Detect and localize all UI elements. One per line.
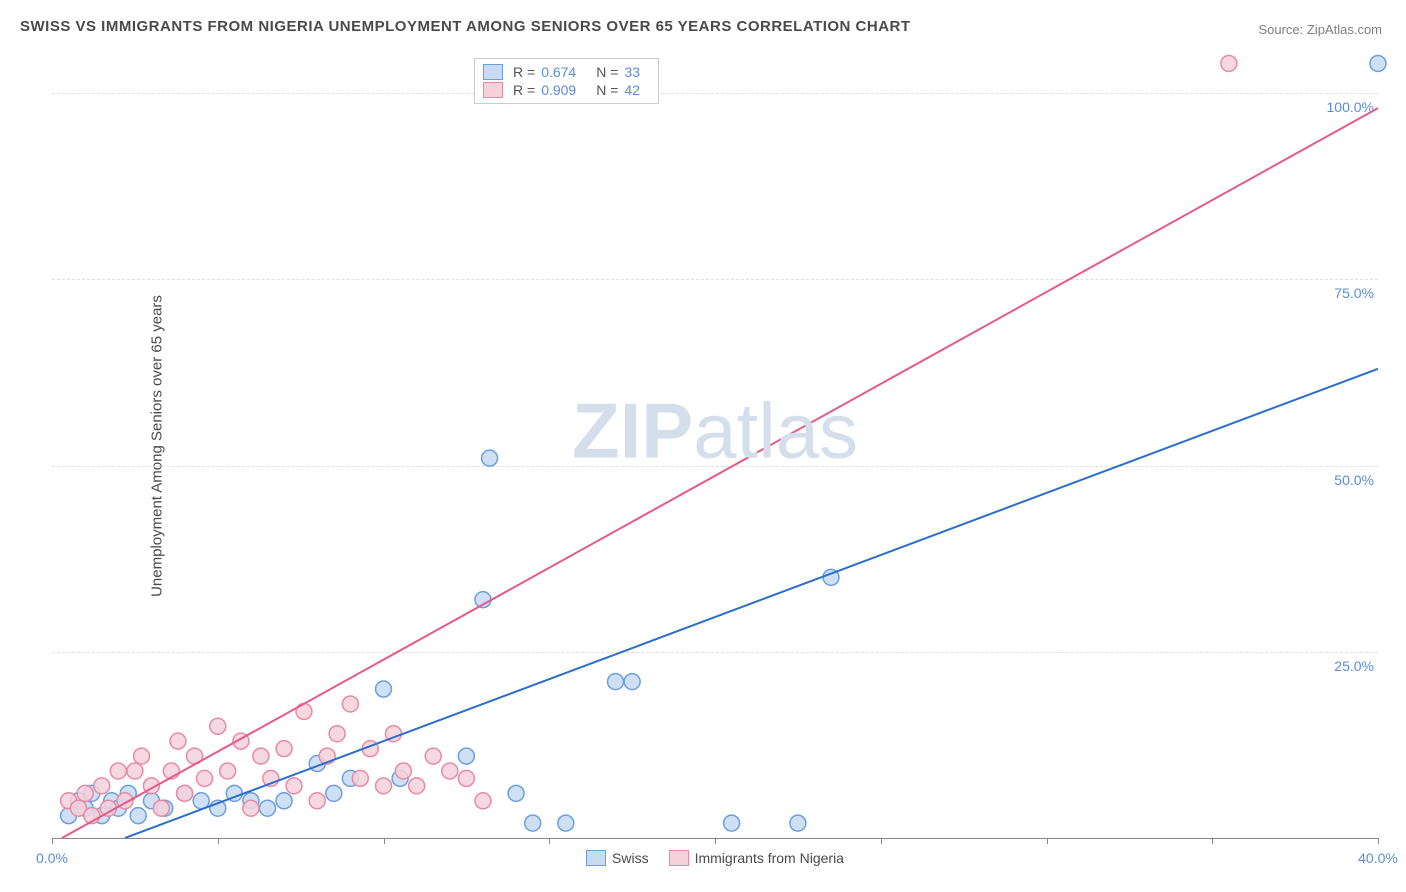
data-point <box>352 770 368 786</box>
data-point <box>170 733 186 749</box>
swatch-swiss-icon <box>586 850 606 866</box>
data-point <box>1221 55 1237 71</box>
legend-label-swiss: Swiss <box>612 850 649 866</box>
data-point <box>608 674 624 690</box>
data-point <box>276 741 292 757</box>
r-value-nigeria: 0.909 <box>541 82 576 98</box>
data-point <box>243 800 259 816</box>
data-point <box>458 748 474 764</box>
x-tick <box>549 838 550 844</box>
data-point <box>724 815 740 831</box>
data-point <box>342 696 358 712</box>
swatch-swiss <box>483 64 503 80</box>
n-label: N = <box>596 64 618 80</box>
data-point <box>376 778 392 794</box>
data-point <box>94 778 110 794</box>
data-point <box>127 763 143 779</box>
data-point <box>395 763 411 779</box>
correlation-legend: R = 0.674 N = 33 R = 0.909 N = 42 <box>474 58 659 104</box>
r-value-swiss: 0.674 <box>541 64 576 80</box>
data-point <box>134 748 150 764</box>
swatch-nigeria <box>483 82 503 98</box>
x-tick <box>1378 838 1379 844</box>
trend-line <box>62 108 1378 838</box>
data-point <box>130 808 146 824</box>
r-label: R = <box>513 82 535 98</box>
x-tick <box>715 838 716 844</box>
r-label: R = <box>513 64 535 80</box>
data-point <box>624 674 640 690</box>
chart-plot-area: ZIPatlas 25.0%50.0%75.0%100.0% R = 0.674… <box>52 56 1378 839</box>
n-label: N = <box>596 82 618 98</box>
swatch-nigeria-icon <box>669 850 689 866</box>
data-point <box>326 785 342 801</box>
data-point <box>153 800 169 816</box>
x-tick <box>52 838 53 844</box>
data-point <box>259 800 275 816</box>
x-tick <box>1047 838 1048 844</box>
data-point <box>442 763 458 779</box>
data-point <box>210 718 226 734</box>
data-point <box>376 681 392 697</box>
data-point <box>790 815 806 831</box>
data-point <box>475 793 491 809</box>
legend-label-nigeria: Immigrants from Nigeria <box>695 850 844 866</box>
data-point <box>309 793 325 809</box>
data-point <box>329 726 345 742</box>
x-tick <box>218 838 219 844</box>
legend-row-nigeria: R = 0.909 N = 42 <box>483 81 650 99</box>
source-attribution: Source: ZipAtlas.com <box>1258 22 1382 37</box>
data-point <box>482 450 498 466</box>
data-point <box>77 785 93 801</box>
data-point <box>276 793 292 809</box>
x-tick <box>384 838 385 844</box>
data-point <box>508 785 524 801</box>
x-tick-label: 0.0% <box>36 850 68 866</box>
trend-line <box>125 369 1378 838</box>
data-point <box>196 770 212 786</box>
data-point <box>220 763 236 779</box>
data-point <box>110 763 126 779</box>
data-point <box>253 748 269 764</box>
data-point <box>525 815 541 831</box>
n-value-swiss: 33 <box>624 64 640 80</box>
data-point <box>458 770 474 786</box>
legend-row-swiss: R = 0.674 N = 33 <box>483 63 650 81</box>
series-legend: Swiss Immigrants from Nigeria <box>586 850 844 866</box>
x-tick <box>881 838 882 844</box>
data-point <box>558 815 574 831</box>
legend-item-swiss: Swiss <box>586 850 649 866</box>
n-value-nigeria: 42 <box>624 82 640 98</box>
data-point <box>409 778 425 794</box>
x-tick-label: 40.0% <box>1358 850 1398 866</box>
data-point <box>1370 55 1386 71</box>
data-point <box>286 778 302 794</box>
x-tick <box>1212 838 1213 844</box>
data-point <box>425 748 441 764</box>
data-point <box>177 785 193 801</box>
chart-title: SWISS VS IMMIGRANTS FROM NIGERIA UNEMPLO… <box>20 18 911 35</box>
legend-item-nigeria: Immigrants from Nigeria <box>669 850 844 866</box>
scatter-svg <box>52 56 1378 838</box>
